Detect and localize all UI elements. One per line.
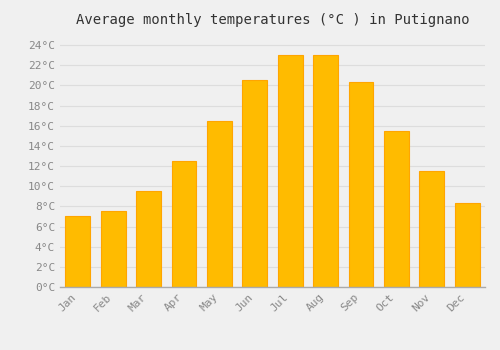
Title: Average monthly temperatures (°C ) in Putignano: Average monthly temperatures (°C ) in Pu… [76,13,469,27]
Bar [278,55,302,287]
Bar [66,216,90,287]
Bar [100,211,126,287]
Bar [455,203,479,287]
Bar [242,80,267,287]
Bar [207,121,232,287]
Bar [348,82,374,287]
Bar [384,131,409,287]
Bar [420,171,444,287]
Bar [136,191,161,287]
Bar [313,55,338,287]
Bar [172,161,196,287]
